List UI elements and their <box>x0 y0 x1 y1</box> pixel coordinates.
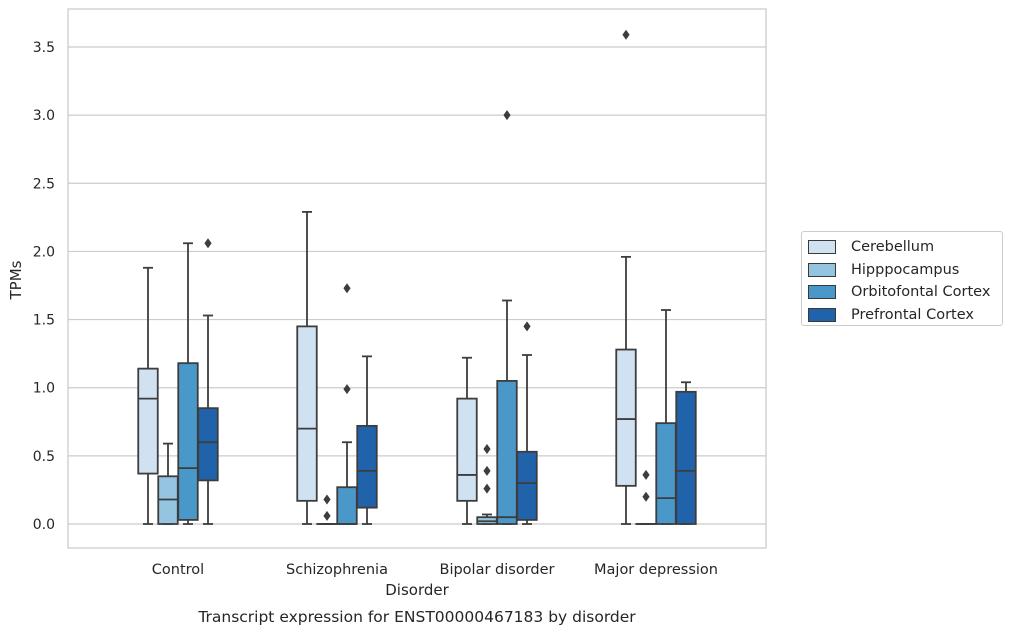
y-tick-label: 3.5 <box>33 40 55 56</box>
outlier-point <box>622 29 630 40</box>
legend: Cerebellum Hipppocampus Orbitofontal Cor… <box>801 231 1003 326</box>
box-element <box>356 355 378 525</box>
outlier-point <box>343 384 351 395</box>
box-body <box>675 390 697 525</box>
box-body <box>655 422 677 525</box>
box-body <box>137 367 159 475</box>
outlier-point <box>204 238 212 249</box>
outlier-point <box>503 110 511 121</box>
plot-frame <box>67 8 767 549</box>
box-body <box>356 424 378 509</box>
outlier-point <box>523 321 531 332</box>
box-series <box>137 29 697 525</box>
outlier-point <box>642 469 650 480</box>
box-element <box>675 381 697 525</box>
x-tick-label: Major depression <box>594 562 718 578</box>
box-element <box>516 321 538 525</box>
legend-label: Cerebellum <box>851 239 935 256</box>
outlier-point <box>483 465 491 476</box>
outlier-point <box>483 483 491 494</box>
legend-item: Hipppocampus <box>802 259 1002 282</box>
box-element <box>336 283 358 525</box>
y-tick-label: 2.0 <box>33 244 55 260</box>
legend-label: Prefrontal Cortex <box>851 307 974 324</box>
outlier-point <box>323 510 331 521</box>
legend-swatch <box>808 262 836 277</box>
legend-label: Orbitofontal Cortex <box>851 284 991 301</box>
legend-item: Cerebellum <box>802 236 1002 259</box>
box-body <box>177 362 199 521</box>
y-tick-label: 3.0 <box>33 108 55 124</box>
y-tick-labels: 0.0 0.5 1.0 1.5 2.0 2.5 3.0 3.5 <box>33 40 55 533</box>
box-element <box>496 110 518 525</box>
x-axis-label: Disorder <box>385 581 449 599</box>
y-tick-label: 0.0 <box>33 517 55 533</box>
box-body <box>496 379 518 525</box>
y-tick-label: 1.0 <box>33 381 55 397</box>
box-body <box>456 397 478 502</box>
y-tick-label: 2.5 <box>33 176 55 192</box>
legend-label: Hipppocampus <box>851 261 960 278</box>
box-body <box>516 450 538 521</box>
x-tick-label: Schizophrenia <box>286 562 388 578</box>
box-element <box>197 238 219 525</box>
legend-item: Prefrontal Cortex <box>802 304 1002 327</box>
box-body <box>197 407 219 482</box>
outlier-point <box>642 491 650 502</box>
box-element <box>296 211 318 525</box>
y-tick-label: 0.5 <box>33 449 55 465</box>
x-tick-labels: Control Schizophrenia Bipolar disorder Majo… <box>152 562 718 578</box>
outlier-point <box>323 494 331 505</box>
box-body <box>296 325 318 502</box>
series-prefrontal-cortex <box>197 238 697 525</box>
outlier-point <box>483 444 491 455</box>
chart-title: Transcript expression for ENST0000046718… <box>197 608 636 626</box>
box-element <box>615 29 637 525</box>
y-tick-label: 1.5 <box>33 313 55 329</box>
box-element <box>456 356 478 525</box>
y-axis-label: TPMs <box>7 260 25 300</box>
series-cerebellum <box>137 29 637 525</box>
x-tick-label: Bipolar disorder <box>440 562 555 578</box>
box-body <box>615 348 637 487</box>
box-element <box>655 309 677 525</box>
box-element <box>635 469 657 525</box>
legend-swatch <box>808 285 836 300</box>
box-element <box>177 242 199 525</box>
series-orbitofontal-cortex <box>177 110 677 525</box>
legend-swatch <box>808 240 836 255</box>
outlier-point <box>343 283 351 294</box>
box-element <box>316 494 338 525</box>
box-element <box>137 266 159 525</box>
x-tick-label: Control <box>152 562 204 578</box>
legend-item: Orbitofontal Cortex <box>802 281 1002 304</box>
legend-swatch <box>808 308 836 323</box>
box-body <box>336 486 358 525</box>
